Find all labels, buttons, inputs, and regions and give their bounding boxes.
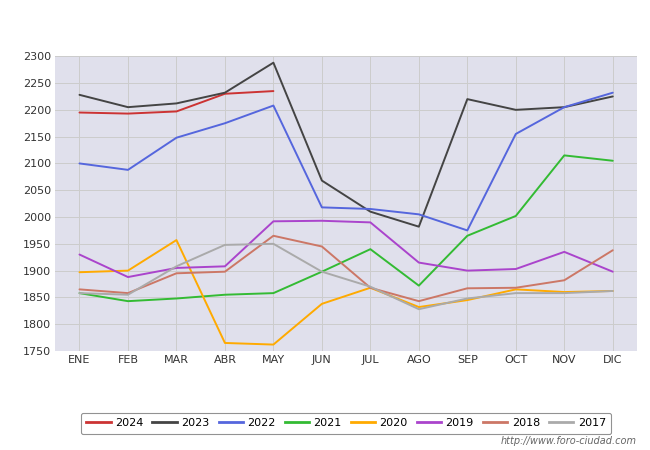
Text: Afiliados en Huétor Vega a 31/5/2024: Afiliados en Huétor Vega a 31/5/2024 bbox=[157, 11, 493, 30]
Text: http://www.foro-ciudad.com: http://www.foro-ciudad.com bbox=[501, 436, 637, 446]
Legend: 2024, 2023, 2022, 2021, 2020, 2019, 2018, 2017: 2024, 2023, 2022, 2021, 2020, 2019, 2018… bbox=[81, 413, 612, 434]
